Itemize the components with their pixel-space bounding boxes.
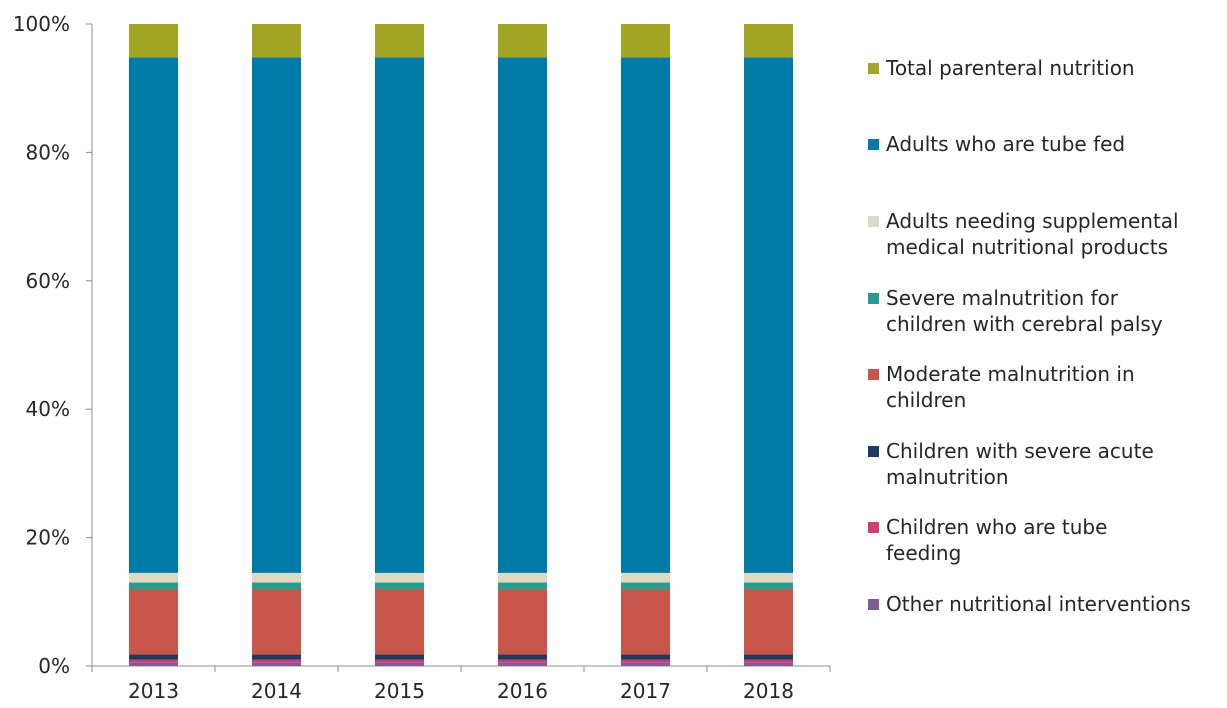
x-axis: 2013 2014 2015 2016 2017 2018 (91, 665, 831, 703)
bar-segment-severe-malnutrition-for-children-with-cerebral-palsy-2016 (498, 582, 547, 589)
bar-segment-children-with-severe-acute-malnutrition-2017 (621, 654, 670, 660)
bar-segment-adults-who-are-tube-fed-2017 (621, 57, 670, 573)
bar-segment-severe-malnutrition-for-children-with-cerebral-palsy-2013 (129, 582, 178, 589)
bar-segment-severe-malnutrition-for-children-with-cerebral-palsy-2015 (375, 582, 424, 589)
x-tick-label: 2014 (251, 679, 302, 703)
legend-swatch (868, 293, 879, 304)
bars (129, 24, 793, 666)
bar-segment-severe-malnutrition-for-children-with-cerebral-palsy-2018 (744, 582, 793, 589)
legend-item: Total parenteral nutrition (868, 55, 1226, 81)
bar-segment-moderate-malnutrition-in-children-2015 (375, 588, 424, 655)
y-axis: 0% 20% 40% 60% 80% 100% (13, 12, 93, 678)
bar-segment-total-parenteral-nutrition-2016 (498, 24, 547, 58)
legend-swatch (868, 216, 879, 227)
bar-segment-other-nutritional-interventions-2013 (129, 662, 178, 666)
bar-segment-adults-needing-supplemental-medical-nutritional-products-2014 (252, 572, 301, 583)
x-tick-label: 2015 (374, 679, 425, 703)
bar-segment-adults-who-are-tube-fed-2013 (129, 57, 178, 573)
y-tick-label: 80% (26, 140, 70, 164)
legend-label: Severe malnutrition for children with ce… (886, 286, 1163, 336)
bar-segment-other-nutritional-interventions-2016 (498, 662, 547, 666)
bar-segment-children-with-severe-acute-malnutrition-2016 (498, 654, 547, 660)
legend-label: Adults needing supplemental medical nutr… (886, 209, 1179, 259)
legend-swatch (868, 599, 879, 610)
bar-segment-total-parenteral-nutrition-2015 (375, 24, 424, 58)
legend-item: Adults who are tube fed (868, 131, 1226, 157)
bar-segment-children-who-are-tube-feeding-2013 (129, 659, 178, 663)
legend-label: Children who are tube feeding (886, 515, 1108, 565)
legend-swatch (868, 63, 879, 74)
bar-segment-moderate-malnutrition-in-children-2014 (252, 588, 301, 655)
legend-item: Adults needing supplemental medical nutr… (868, 208, 1226, 260)
bar-segment-total-parenteral-nutrition-2014 (252, 24, 301, 58)
legend-item: Children with severe acute malnutrition (868, 438, 1226, 490)
legend-label: Children with severe acute malnutrition (886, 439, 1154, 489)
legend-item: Other nutritional interventions (868, 591, 1226, 617)
legend-item: Children who are tube feeding (868, 514, 1226, 566)
legend-label: Total parenteral nutrition (886, 56, 1135, 80)
legend-swatch (868, 369, 879, 380)
legend-swatch (868, 139, 879, 150)
legend-label: Other nutritional interventions (886, 592, 1191, 616)
bar-segment-moderate-malnutrition-in-children-2018 (744, 588, 793, 655)
bar-segment-children-who-are-tube-feeding-2015 (375, 659, 424, 663)
bar-segment-children-who-are-tube-feeding-2014 (252, 659, 301, 663)
bar-segment-adults-who-are-tube-fed-2018 (744, 57, 793, 573)
legend: Total parenteral nutrition Adults who are… (868, 0, 1227, 708)
bar-segment-adults-needing-supplemental-medical-nutritional-products-2015 (375, 572, 424, 583)
x-tick-label: 2016 (497, 679, 548, 703)
bar-segment-children-with-severe-acute-malnutrition-2018 (744, 654, 793, 660)
y-tick-label: 100% (13, 12, 70, 36)
bar-segment-children-who-are-tube-feeding-2017 (621, 659, 670, 663)
bar-segment-other-nutritional-interventions-2017 (621, 662, 670, 666)
bar-segment-moderate-malnutrition-in-children-2017 (621, 588, 670, 655)
x-tick-label: 2018 (743, 679, 794, 703)
bar-segment-severe-malnutrition-for-children-with-cerebral-palsy-2014 (252, 582, 301, 589)
bar-segment-children-who-are-tube-feeding-2018 (744, 659, 793, 663)
bar-segment-other-nutritional-interventions-2018 (744, 662, 793, 666)
bar-segment-children-with-severe-acute-malnutrition-2013 (129, 654, 178, 660)
bar-segment-other-nutritional-interventions-2014 (252, 662, 301, 666)
x-tick-label: 2017 (620, 679, 671, 703)
bar-segment-adults-needing-supplemental-medical-nutritional-products-2016 (498, 572, 547, 583)
legend-label: Moderate malnutrition in children (886, 362, 1135, 412)
legend-swatch (868, 522, 879, 533)
bar-segment-adults-needing-supplemental-medical-nutritional-products-2013 (129, 572, 178, 583)
bar-segment-moderate-malnutrition-in-children-2016 (498, 588, 547, 655)
stacked-bar-chart: 0%20%40%60%80%100% 2013 2014 2015 2016 2017 2… (13, 12, 831, 703)
bar-segment-adults-needing-supplemental-medical-nutritional-products-2018 (744, 572, 793, 583)
bar-segment-total-parenteral-nutrition-2017 (621, 24, 670, 58)
bar-segment-children-with-severe-acute-malnutrition-2015 (375, 654, 424, 660)
y-tick-label: 40% (26, 397, 70, 421)
legend-item: Moderate malnutrition in children (868, 361, 1226, 413)
legend-item: Severe malnutrition for children with ce… (868, 285, 1226, 337)
bar-segment-total-parenteral-nutrition-2013 (129, 24, 178, 58)
x-tick-label: 2013 (128, 679, 179, 703)
bar-segment-total-parenteral-nutrition-2018 (744, 24, 793, 58)
bar-segment-other-nutritional-interventions-2015 (375, 662, 424, 666)
legend-swatch (868, 446, 879, 457)
y-tick-label: 60% (26, 269, 70, 293)
bar-segment-children-who-are-tube-feeding-2016 (498, 659, 547, 663)
bar-segment-children-with-severe-acute-malnutrition-2014 (252, 654, 301, 660)
bar-segment-adults-who-are-tube-fed-2015 (375, 57, 424, 573)
legend-label: Adults who are tube fed (886, 132, 1126, 156)
bar-segment-adults-who-are-tube-fed-2016 (498, 57, 547, 573)
bar-segment-adults-needing-supplemental-medical-nutritional-products-2017 (621, 572, 670, 583)
bar-segment-adults-who-are-tube-fed-2014 (252, 57, 301, 573)
y-tick-label: 20% (26, 526, 70, 550)
bar-segment-moderate-malnutrition-in-children-2013 (129, 588, 178, 655)
bar-segment-severe-malnutrition-for-children-with-cerebral-palsy-2017 (621, 582, 670, 589)
y-tick-label: 0% (38, 654, 70, 678)
